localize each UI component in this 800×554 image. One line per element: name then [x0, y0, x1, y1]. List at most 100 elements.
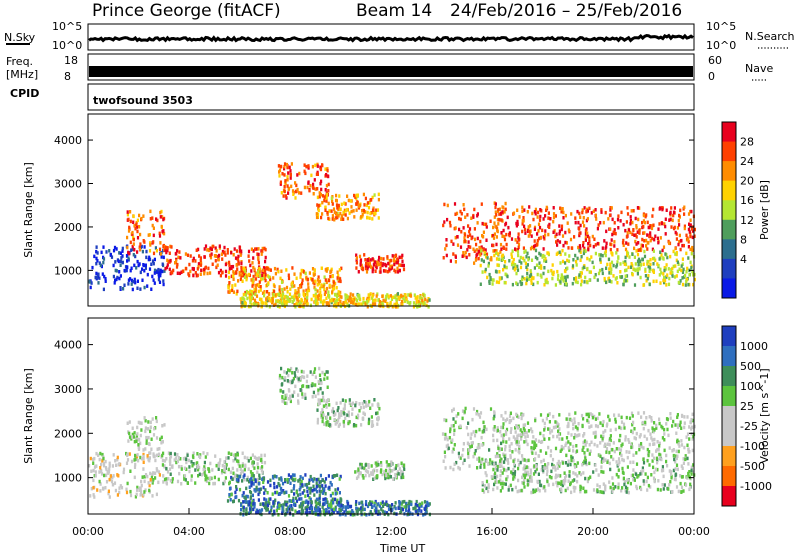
data-cell [155, 492, 158, 497]
data-cell [635, 484, 638, 489]
data-cell [686, 443, 689, 447]
data-cell [386, 464, 389, 468]
data-cell [646, 458, 649, 463]
data-cell [492, 225, 495, 230]
data-cell [573, 235, 576, 239]
data-cell [533, 464, 536, 468]
data-cell [545, 472, 549, 477]
data-cell [554, 446, 558, 451]
data-cell [278, 506, 281, 510]
data-cell [520, 277, 524, 282]
data-cell [304, 392, 307, 397]
data-cell [524, 249, 527, 253]
data-cell [93, 254, 96, 259]
data-cell [357, 270, 360, 274]
data-cell [93, 456, 96, 461]
data-cell [680, 490, 683, 494]
data-cell [173, 452, 177, 456]
data-cell [674, 246, 677, 251]
data-cell [640, 471, 643, 476]
data-cell [243, 477, 246, 482]
data-cell [485, 252, 489, 256]
data-cell [130, 437, 133, 441]
data-cell [139, 270, 142, 275]
data-cell [377, 298, 380, 302]
data-cell [386, 269, 389, 274]
data-cell [518, 215, 521, 219]
data-cell [325, 286, 329, 291]
data-cell [493, 414, 496, 419]
data-cell [286, 480, 289, 484]
data-cell [347, 410, 350, 415]
data-cell [502, 439, 505, 444]
data-cell [254, 489, 257, 493]
data-cell [604, 458, 607, 462]
data-cell [210, 247, 213, 252]
data-cell [111, 464, 114, 468]
data-cell [232, 499, 235, 504]
data-cell [354, 470, 357, 474]
data-cell [272, 476, 275, 480]
data-cell [289, 176, 292, 180]
data-cell [352, 510, 355, 515]
data-cell [321, 491, 324, 495]
data-cell [129, 219, 132, 224]
data-cell [664, 278, 667, 283]
data-cell [138, 213, 141, 218]
data-cell [530, 258, 534, 262]
data-cell [482, 490, 486, 494]
data-cell [649, 238, 652, 243]
data-cell [194, 259, 197, 263]
data-cell [568, 254, 571, 258]
data-cell [333, 474, 337, 478]
data-cell [296, 493, 300, 497]
data-cell [449, 259, 452, 263]
data-cell [675, 431, 678, 435]
data-cell [645, 479, 648, 484]
data-cell [254, 283, 257, 288]
data-cell [297, 287, 300, 291]
data-cell [362, 405, 365, 410]
data-cell [361, 416, 365, 420]
data-cell [339, 500, 342, 505]
data-cell [317, 484, 320, 488]
data-cell [498, 212, 501, 216]
data-cell [533, 227, 536, 231]
data-cell [323, 398, 326, 403]
data-cell [605, 241, 608, 246]
data-cell [394, 270, 397, 274]
data-cell [309, 491, 312, 495]
data-cell [249, 456, 252, 461]
data-cell [338, 477, 341, 481]
data-cell [342, 424, 346, 428]
data-cell [571, 456, 574, 460]
data-cell [306, 278, 309, 282]
data-cell [132, 214, 135, 219]
data-cell [615, 460, 618, 464]
data-cell [381, 302, 384, 306]
data-cell [358, 296, 361, 300]
data-cell [90, 469, 93, 473]
data-cell [144, 429, 147, 434]
data-cell [236, 453, 239, 457]
data-cell [662, 272, 665, 276]
data-cell [665, 422, 668, 426]
data-cell [278, 168, 282, 173]
data-cell [92, 493, 95, 497]
data-cell [127, 439, 130, 443]
data-cell [320, 398, 323, 403]
data-cell [196, 452, 199, 456]
data-cell [128, 431, 131, 436]
data-cell [331, 290, 334, 294]
data-cell [283, 287, 286, 291]
data-cell [326, 385, 329, 389]
data-cell [376, 261, 379, 265]
data-cell [329, 493, 332, 498]
data-cell [476, 409, 479, 414]
data-cell [129, 277, 132, 281]
data-cell [227, 467, 230, 472]
data-cell [458, 216, 461, 221]
data-cell [652, 279, 655, 284]
data-cell [318, 195, 321, 199]
data-cell [456, 235, 459, 239]
